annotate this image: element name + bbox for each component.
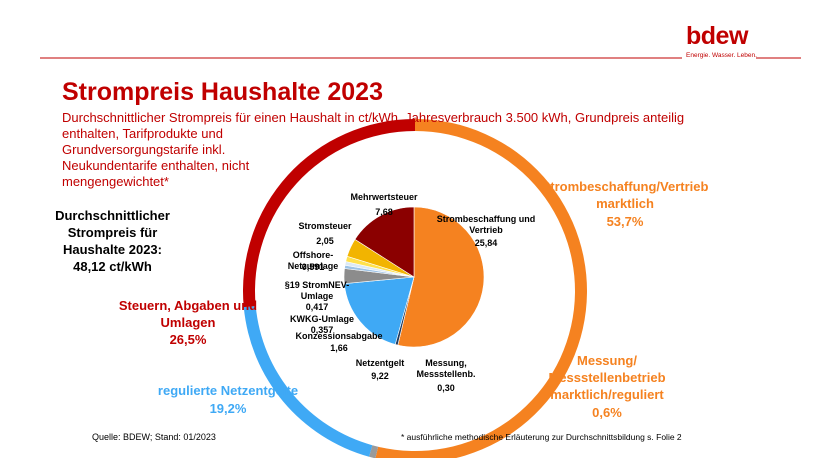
slice-label: Offshore-Netzumlage [287, 250, 339, 271]
slice [343, 276, 415, 345]
tagline: Energie. Wasser. Leben. [686, 52, 757, 59]
slice-label: Stromsteuer [298, 221, 352, 231]
ring-label: Strombeschaffung/Vertrieb marktlich [541, 179, 709, 211]
value-label: 26,5% [169, 332, 207, 347]
chart-title: Strompreis Haushalte 2023 [62, 78, 383, 106]
footnote: * ausführliche methodische Erläuterung z… [401, 432, 682, 442]
value-label: 7,68 [375, 207, 393, 217]
slice-label: Konzessionsabgabe [295, 331, 383, 341]
value-label: 0,6% [592, 405, 622, 420]
value-label: 0,357 [310, 325, 334, 335]
chart-subtitle-box: Durchschnittlicher Strompreis für einen … [62, 110, 734, 206]
value-label: 9,22 [371, 371, 389, 381]
value-label: 19,2% [209, 401, 247, 416]
source: Quelle: BDEW; Stand: 01/2023 [92, 432, 216, 442]
ring-label: Steuern, Abgaben und Umlagen [118, 298, 258, 330]
ring-label: Messung/ Messstellenbetrieb marktlich/re… [548, 353, 666, 402]
slice [243, 306, 373, 457]
ring-label: regulierte Netzentgelte [157, 383, 299, 398]
logo: bdew [686, 22, 748, 50]
slice-label: Mehrwertsteuer [350, 192, 418, 202]
value-label: 25,84 [474, 238, 498, 248]
chart-subtitle: Durchschnittlicher Strompreis für einen … [62, 110, 685, 189]
slice [369, 445, 379, 458]
slice-label: Messung, Messstellenb. [416, 358, 476, 379]
value-label: 0,30 [437, 383, 455, 393]
slice [354, 206, 415, 278]
value-label: 1,66 [330, 343, 348, 353]
slice-label: KWKG-Umlage [289, 314, 354, 324]
slice [397, 206, 485, 348]
total-note: Durchschnittlicher Strompreis für Hausha… [55, 208, 170, 274]
value-label: 2,05 [316, 236, 334, 246]
value-label: 53,7% [606, 214, 644, 229]
slice-label: Netzentgelt [355, 358, 405, 368]
value-label: 0,417 [305, 302, 329, 312]
value-label: 0,591 [301, 262, 325, 272]
slice-label: Strombeschaffung und Vertrieb [436, 214, 536, 235]
slice-label: §19 StromNEV-Umlage [284, 280, 350, 301]
